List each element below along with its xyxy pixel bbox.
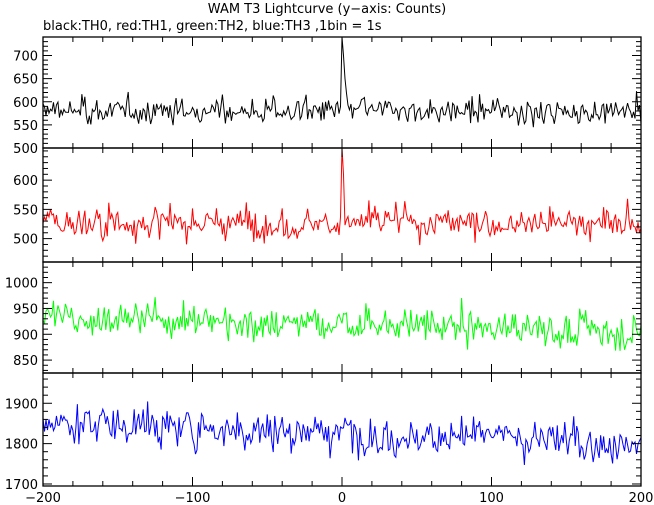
panel-th3: 1700 1800 1900 [5, 372, 642, 493]
x-tick-label: −100 [175, 491, 211, 505]
y-tick-label: 850 [13, 354, 38, 369]
y-tick-label: 900 [13, 328, 38, 343]
panel-frame [42, 261, 642, 374]
x-tick-label: −200 [25, 491, 61, 505]
y-tick-label: 950 [13, 302, 38, 317]
series-line-th3 [43, 401, 641, 465]
y-tick-label: 1000 [5, 277, 38, 292]
x-tick-label: 0 [338, 491, 346, 505]
y-tick-label: 650 [13, 73, 38, 88]
panel-th1: 500 550 600 [13, 147, 642, 263]
y-tick-label: 550 [13, 203, 38, 218]
panel-th0: 500 550 600 650 700 [13, 36, 642, 157]
y-tick-label: 700 [13, 50, 38, 65]
series-line-th2 [43, 297, 641, 351]
series-line-th1 [43, 148, 641, 246]
y-tick-label: 1900 [5, 397, 38, 412]
panel-th2: 850 900 950 1000 [5, 261, 642, 374]
chart-title: WAM T3 Lightcurve (y−axis: Counts) [207, 2, 447, 17]
y-tick-label: 600 [13, 96, 38, 111]
y-tick-label: 600 [13, 174, 38, 189]
y-tick-label: 500 [13, 233, 38, 248]
x-tick-label: 100 [479, 491, 504, 505]
series-line-th0 [43, 37, 641, 128]
y-tick-label: 1700 [5, 478, 38, 493]
y-tick-label: 550 [13, 119, 38, 134]
y-tick-label: 500 [13, 142, 38, 157]
y-tick-label: 1800 [5, 438, 38, 453]
chart-subtitle: black:TH0, red:TH1, green:TH2, blue:TH3 … [43, 19, 382, 34]
x-tick-label: 200 [629, 491, 654, 505]
